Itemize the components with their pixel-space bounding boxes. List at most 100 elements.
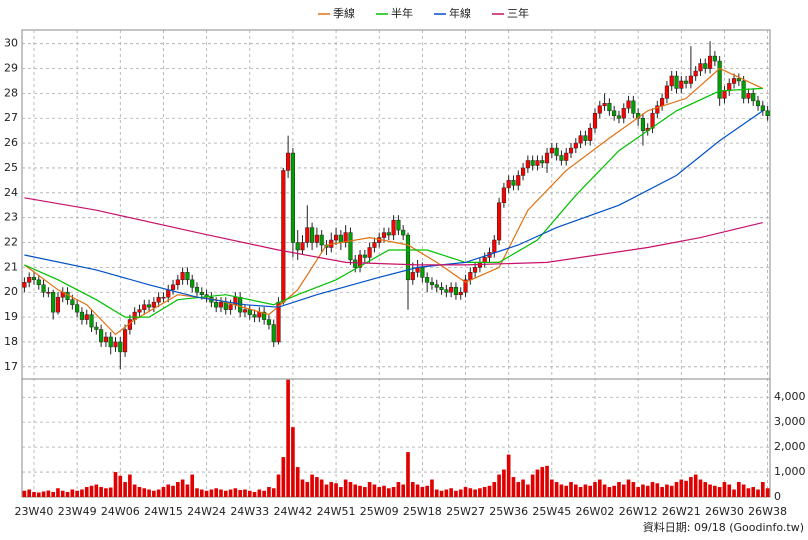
candle-body: [616, 115, 622, 119]
volume-bar: [502, 469, 506, 497]
candle-body: [621, 108, 626, 119]
candle-body: [698, 63, 703, 72]
legend-label: 三年: [507, 6, 529, 20]
candle-body: [281, 170, 286, 303]
volume-bar: [583, 484, 588, 497]
candle-body: [602, 103, 607, 107]
candle-body: [626, 100, 631, 109]
volume-bar: [22, 490, 27, 497]
candle-body: [300, 242, 305, 251]
candle-body: [262, 311, 267, 320]
volume-bar: [545, 465, 549, 497]
volume-bar: [631, 482, 636, 497]
candle-body: [679, 80, 684, 89]
volume-bar: [108, 487, 113, 497]
candle-body: [597, 105, 602, 114]
volume-bar: [765, 488, 770, 497]
candle-body: [755, 100, 761, 107]
volume-bar: [363, 487, 367, 497]
candle-body: [559, 155, 564, 161]
volume-bar: [578, 487, 583, 497]
y-tick-label: 21: [4, 260, 18, 273]
volume-bar: [689, 477, 693, 497]
volume-bar: [430, 479, 434, 497]
candle-body: [612, 110, 617, 117]
candle-body: [55, 296, 61, 313]
volume-bar: [247, 490, 252, 497]
candle-body: [70, 299, 75, 305]
volume-bar: [56, 488, 60, 497]
volume-bar: [410, 482, 415, 497]
candle-body: [166, 289, 171, 298]
candle-body: [31, 277, 37, 281]
volume-bar: [243, 489, 247, 497]
y-tick-label: 20: [4, 285, 18, 298]
x-tick-label: 25W45: [532, 505, 571, 518]
candle-body: [170, 284, 176, 291]
candle-body: [722, 90, 727, 99]
volume-bar: [118, 475, 123, 497]
candle-body: [473, 267, 478, 273]
candle-body: [108, 336, 113, 348]
x-tick-label: 24W51: [317, 505, 356, 518]
volume-bar: [468, 488, 473, 497]
candle-body: [631, 100, 636, 114]
candle-body: [688, 75, 693, 84]
candle-body: [520, 167, 526, 176]
candle-body: [717, 60, 722, 99]
candle-body: [564, 152, 569, 161]
candle-body: [751, 93, 756, 102]
volume-bar: [521, 479, 525, 497]
x-tick-label: 25W18: [403, 505, 442, 518]
volume-bar: [564, 485, 569, 497]
y-tick-label: 22: [4, 236, 18, 249]
candle-body: [434, 284, 439, 288]
x-tick-label: 24W06: [101, 505, 140, 518]
volume-bar: [391, 487, 396, 497]
volume-bar: [703, 482, 708, 497]
volume-bar: [137, 487, 142, 497]
candle-body: [746, 93, 751, 99]
candle-body: [123, 329, 128, 353]
candle-body: [707, 55, 713, 69]
candle-body: [199, 291, 204, 295]
volume-bar: [463, 487, 468, 497]
volume-bar: [674, 482, 679, 497]
volume-bar: [665, 484, 669, 497]
volume-bar: [602, 484, 607, 497]
volume-bar: [75, 490, 79, 497]
candle-body: [693, 70, 698, 77]
volume-bar: [612, 485, 616, 497]
candle-body: [458, 291, 463, 295]
candle-body: [468, 272, 473, 281]
candle-body: [640, 117, 646, 131]
candle-body: [271, 324, 276, 343]
candle-body: [94, 326, 99, 330]
candle-body: [142, 304, 147, 310]
candle-body: [664, 85, 669, 99]
candle-body: [343, 232, 348, 243]
candle-body: [453, 287, 459, 295]
volume-bar: [516, 482, 521, 497]
volume-bar: [132, 484, 137, 497]
volume-bar: [51, 492, 55, 497]
volume-bar: [89, 485, 94, 497]
volume-bar: [281, 457, 286, 497]
candle-body: [314, 234, 319, 243]
volume-bar: [617, 482, 621, 497]
volume-bar: [597, 479, 602, 497]
candle-body: [703, 63, 708, 69]
plot-frame: [21, 29, 771, 498]
volume-bar: [497, 474, 501, 497]
volume-bar: [741, 484, 746, 497]
volume-bar: [756, 489, 760, 497]
candle-body: [372, 242, 377, 248]
volume-tick-label: 4,000: [774, 390, 806, 403]
source-note: 資料日期: 09/18 (Goodinfo.tw): [643, 520, 804, 534]
candle-body: [295, 242, 300, 251]
volume-bar: [70, 489, 75, 497]
volume-bar: [449, 488, 453, 497]
volume-bar: [128, 474, 132, 497]
candle-body: [506, 180, 511, 189]
candle-body: [151, 301, 156, 308]
